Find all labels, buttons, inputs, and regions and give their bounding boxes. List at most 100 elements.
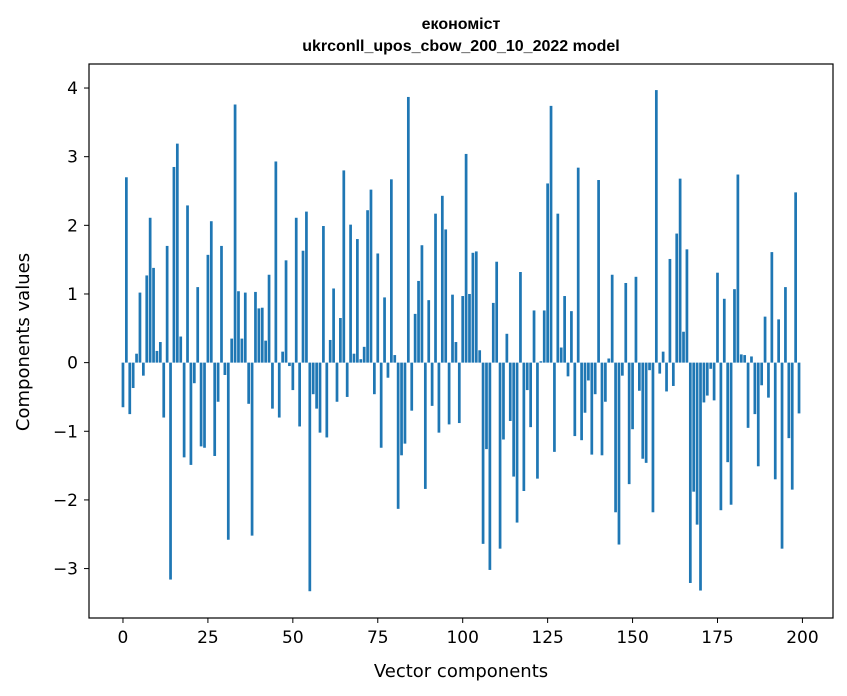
bar-132	[570, 311, 573, 363]
bar-5	[138, 292, 142, 363]
bar-158	[658, 362, 662, 374]
bar-51	[294, 217, 298, 363]
bar-91	[430, 362, 434, 406]
bar-135	[580, 362, 583, 441]
bar-160	[665, 362, 668, 392]
bar-45	[274, 161, 278, 363]
bar-144	[610, 274, 614, 363]
bar-169	[695, 362, 699, 525]
bar-68	[352, 353, 356, 363]
bar-63	[335, 362, 339, 402]
bar-35	[240, 338, 244, 363]
bar-195	[784, 287, 787, 363]
bar-109	[491, 302, 495, 363]
bar-163	[675, 233, 679, 363]
bar-194	[780, 362, 784, 549]
bar-87	[417, 280, 420, 363]
bar-77	[383, 297, 386, 363]
x-tick-label: 200	[786, 628, 818, 648]
bar-44	[271, 362, 274, 409]
bar-86	[413, 313, 417, 363]
bar-145	[614, 362, 617, 513]
bar-123	[539, 361, 543, 363]
bar-38	[250, 362, 254, 536]
bar-143	[607, 358, 611, 363]
bar-55	[308, 362, 312, 592]
bar-89	[423, 362, 427, 489]
bar-8	[148, 217, 152, 363]
bar-124	[542, 310, 546, 363]
bar-101	[464, 153, 468, 363]
bar-33	[233, 104, 237, 363]
bar-152	[638, 362, 641, 391]
y-tick-label: 4	[67, 79, 78, 99]
bar-21	[192, 362, 196, 384]
bar-125	[546, 183, 549, 363]
bar-115	[512, 362, 516, 477]
bar-105	[478, 350, 482, 363]
bar-192	[773, 362, 777, 480]
bar-167	[688, 362, 692, 583]
bar-23	[199, 362, 203, 447]
bar-108	[488, 362, 492, 570]
y-tick-label: −3	[53, 560, 78, 580]
bar-185	[750, 356, 753, 363]
bar-65	[342, 170, 346, 363]
x-tick-label: 0	[118, 628, 129, 648]
bar-58	[318, 362, 322, 433]
bar-99	[457, 362, 461, 424]
y-axis-label: Components values	[13, 253, 34, 431]
bar-46	[277, 362, 281, 418]
bar-114	[508, 362, 512, 421]
bar-0	[121, 362, 125, 408]
bar-130	[563, 296, 566, 363]
bar-43	[267, 274, 271, 363]
bar-6	[142, 362, 145, 376]
y-tick-label: −1	[53, 422, 78, 442]
bar-52	[298, 362, 301, 427]
bar-29	[220, 245, 223, 363]
bar-148	[624, 282, 628, 363]
bar-71	[362, 346, 366, 363]
bar-56	[311, 362, 315, 395]
bar-199	[797, 362, 801, 414]
bar-110	[495, 261, 499, 363]
bar-67	[349, 224, 352, 363]
bar-153	[641, 362, 645, 459]
x-axis-ticks: 0 25 50 75 100 125 150 175 200	[118, 618, 819, 648]
bar-28	[216, 362, 220, 402]
bar-187	[756, 362, 760, 467]
bar-161	[668, 258, 672, 363]
bar-81	[396, 362, 400, 509]
y-tick-label: −2	[53, 491, 78, 511]
bar-103	[471, 252, 475, 363]
bar-30	[223, 362, 227, 375]
y-tick-label: 2	[67, 216, 78, 236]
bar-178	[726, 362, 730, 463]
bar-189	[763, 316, 767, 363]
bar-36	[243, 292, 247, 363]
bar-104	[474, 251, 478, 363]
bar-11	[158, 342, 162, 363]
bar-47	[281, 351, 284, 363]
x-axis-label: Vector components	[374, 661, 548, 682]
bar-60	[325, 362, 329, 438]
bar-191	[770, 252, 774, 363]
bar-117	[519, 272, 522, 363]
bar-119	[525, 362, 529, 391]
bar-139	[593, 362, 597, 395]
y-axis-ticks: −3 −2 −1 0 1 2 3 4	[53, 79, 89, 580]
bar-84	[406, 96, 410, 363]
bar-26	[209, 221, 213, 363]
bar-31	[226, 362, 230, 540]
bar-3	[131, 362, 135, 389]
bar-70	[359, 359, 363, 363]
x-tick-label: 125	[531, 628, 563, 648]
bar-74	[373, 362, 376, 395]
bar-39	[254, 291, 257, 363]
bar-106	[481, 362, 485, 544]
bar-37	[247, 362, 251, 404]
bar-181	[736, 174, 740, 363]
bar-150	[631, 362, 634, 430]
